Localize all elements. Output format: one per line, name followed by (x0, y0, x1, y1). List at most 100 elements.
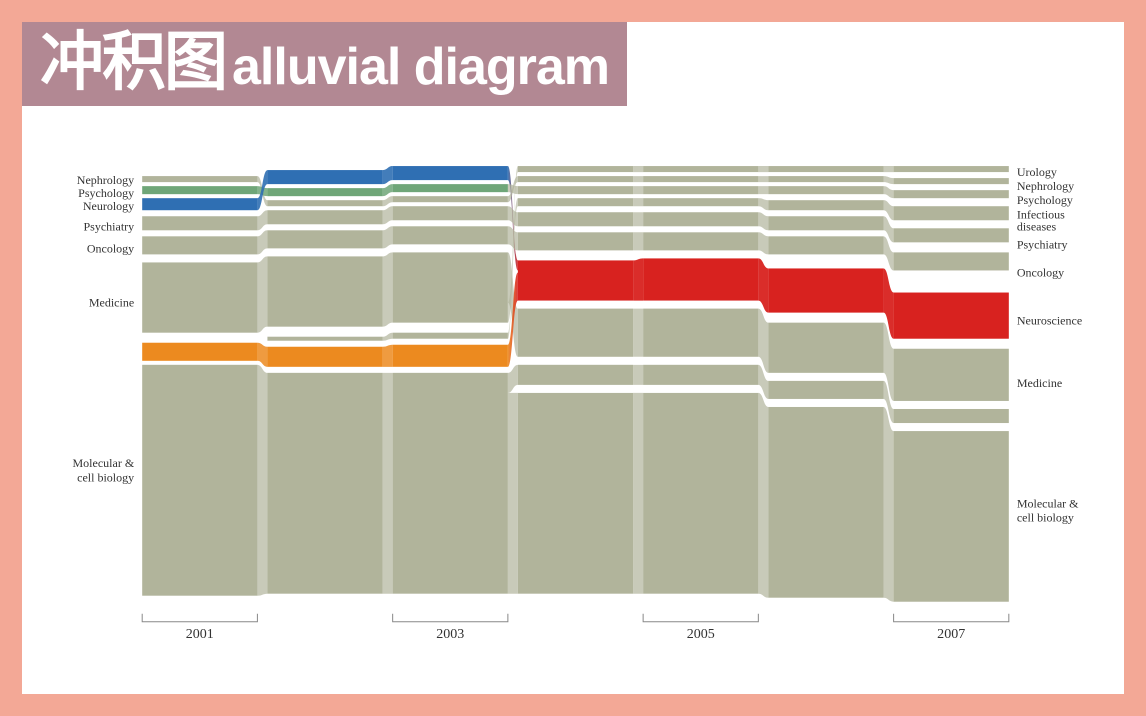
block (393, 184, 508, 192)
category-label-right: Nephrology (1017, 179, 1074, 193)
year-label: 2001 (186, 626, 214, 642)
block (768, 200, 883, 210)
alluvial-svg: 2001200320052007NephrologyPsychologyNeur… (42, 152, 1104, 674)
block (142, 262, 257, 332)
flow (633, 393, 643, 594)
flow (758, 186, 768, 194)
flow (257, 343, 267, 367)
year-bracket (142, 614, 257, 622)
flow (257, 210, 267, 230)
year-label: 2007 (937, 626, 965, 642)
block (768, 186, 883, 194)
block (643, 309, 758, 357)
block (267, 188, 382, 196)
block (142, 365, 257, 596)
flow (884, 176, 894, 184)
block (393, 345, 508, 367)
block (768, 407, 883, 598)
block (643, 166, 758, 172)
flow (383, 166, 393, 184)
block (768, 268, 883, 312)
block (643, 258, 758, 300)
block (894, 409, 1009, 423)
block (393, 206, 508, 220)
block (267, 230, 382, 248)
block (894, 293, 1009, 339)
block (643, 176, 758, 182)
year-label: 2005 (687, 626, 715, 642)
flow (758, 176, 768, 182)
title-en: alluvial diagram (232, 41, 609, 93)
flow (884, 407, 894, 602)
block (643, 232, 758, 250)
category-label-left: Molecular & (72, 456, 134, 470)
block (894, 431, 1009, 602)
flow (758, 309, 768, 373)
flow (758, 198, 768, 210)
block (643, 198, 758, 206)
block (267, 170, 382, 184)
block (894, 166, 1009, 172)
block (267, 256, 382, 326)
title-bar: 冲积图 alluvial diagram (22, 22, 627, 106)
flow (633, 166, 643, 172)
flow (383, 196, 393, 206)
block (518, 365, 633, 385)
category-label-right: Neuroscience (1017, 314, 1082, 328)
block (267, 200, 382, 206)
block (643, 212, 758, 226)
flow (758, 212, 768, 230)
block (142, 343, 257, 361)
block (518, 166, 633, 172)
flow (633, 212, 643, 226)
block (142, 236, 257, 254)
block (393, 226, 508, 244)
category-label-left: Psychology (78, 186, 134, 200)
category-label-left: Neurology (83, 199, 134, 213)
block (393, 196, 508, 202)
block (894, 252, 1009, 270)
block (643, 393, 758, 594)
flow (758, 232, 768, 254)
category-label-right: Urology (1017, 165, 1057, 179)
inner-panel: 冲积图 alluvial diagram 2001 2003 2005 2007 Nep… (22, 22, 1124, 694)
block (768, 176, 883, 182)
category-label-left: Psychiatry (83, 219, 134, 233)
category-label-right: diseases (1017, 219, 1057, 233)
block (393, 252, 508, 322)
flow (508, 393, 518, 594)
category-label-left: Medicine (89, 296, 134, 310)
block (267, 337, 382, 341)
flow (633, 232, 643, 250)
category-label-right: Oncology (1017, 265, 1064, 279)
block (393, 373, 508, 594)
block (768, 216, 883, 230)
category-label-right: Molecular & (1017, 496, 1079, 510)
block (142, 176, 257, 182)
year-bracket (894, 614, 1009, 622)
flow (257, 365, 267, 596)
block (518, 198, 633, 206)
category-label-left: Nephrology (77, 173, 134, 187)
category-label-right: Psychology (1017, 193, 1073, 207)
flow (383, 252, 393, 326)
block (643, 186, 758, 194)
block (894, 206, 1009, 220)
flow (508, 226, 518, 250)
block (393, 333, 508, 339)
block (518, 232, 633, 250)
category-label-left: Oncology (87, 241, 134, 255)
block (894, 190, 1009, 198)
flow (383, 184, 393, 196)
flow (884, 166, 894, 172)
block (267, 347, 382, 367)
year-bracket (643, 614, 758, 622)
flow (633, 309, 643, 357)
block (894, 228, 1009, 242)
block (518, 176, 633, 182)
block (518, 260, 633, 300)
block (267, 373, 382, 594)
year-label: 2003 (436, 626, 464, 642)
block (518, 186, 633, 194)
flow (758, 258, 768, 312)
